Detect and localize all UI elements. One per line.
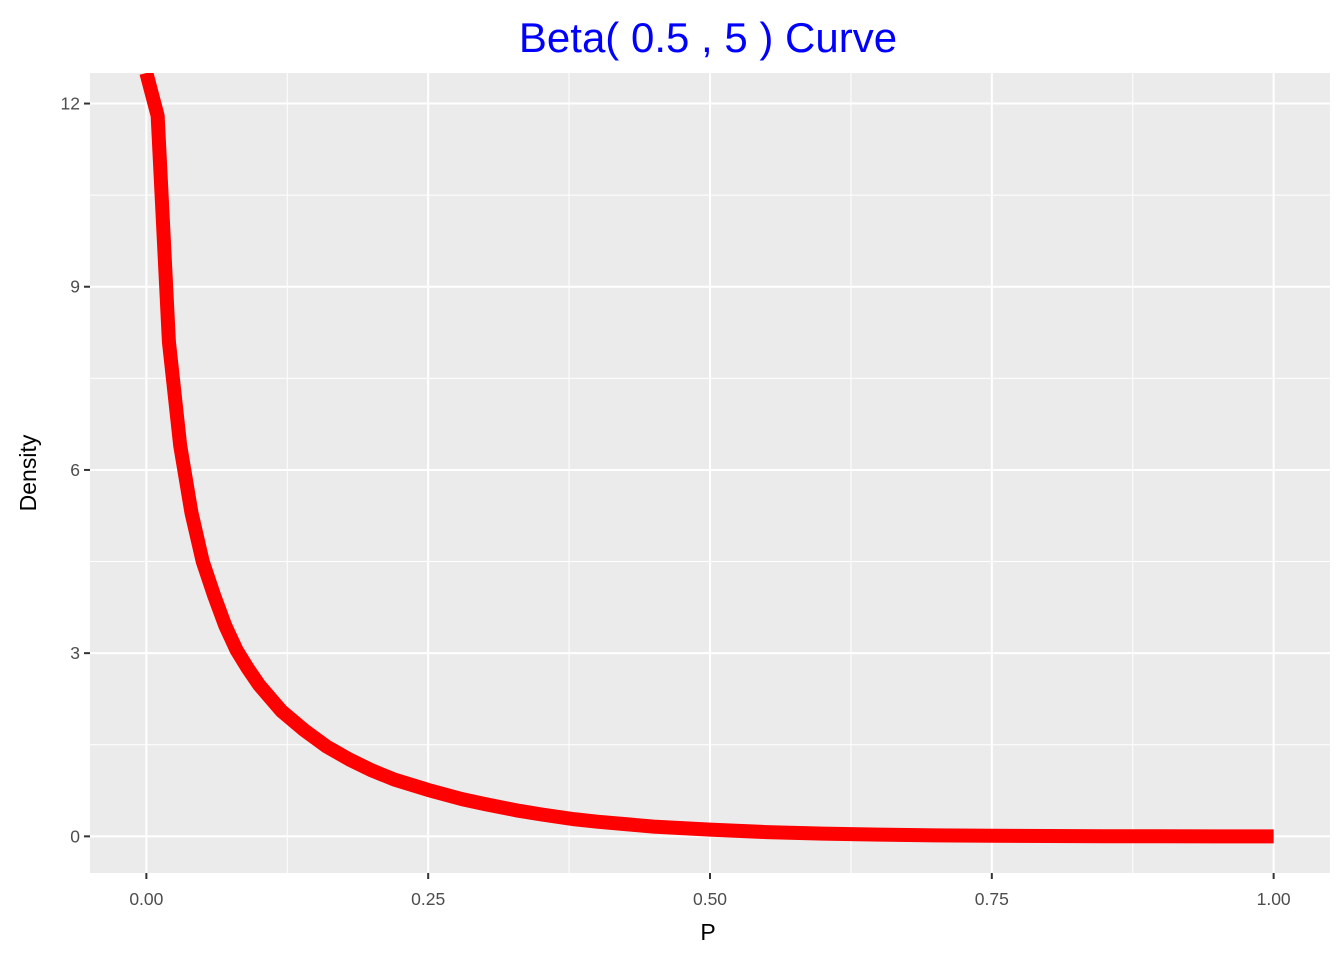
y-axis-title: Density — [15, 434, 41, 511]
y-tick-label: 6 — [70, 460, 80, 480]
x-tick-label: 0.75 — [975, 889, 1009, 909]
x-tick-label: 0.50 — [693, 889, 727, 909]
x-axis-title: P — [700, 919, 715, 945]
series-layer — [139, 73, 1274, 844]
series-line-0 — [139, 73, 1274, 844]
chart-title: Beta( 0.5 , 5 ) Curve — [519, 14, 897, 61]
y-axis: 0 3 6 9 12 — [61, 94, 90, 846]
x-tick-label: 0.00 — [129, 889, 163, 909]
y-tick-label: 0 — [70, 826, 80, 846]
y-tick-label: 3 — [70, 643, 80, 663]
y-tick-label: 12 — [61, 94, 80, 114]
y-tick-label: 9 — [70, 277, 80, 297]
x-tick-label: 0.25 — [411, 889, 445, 909]
x-axis: 0.00 0.25 0.50 0.75 1.00 — [129, 873, 1291, 909]
x-tick-label: 1.00 — [1257, 889, 1291, 909]
